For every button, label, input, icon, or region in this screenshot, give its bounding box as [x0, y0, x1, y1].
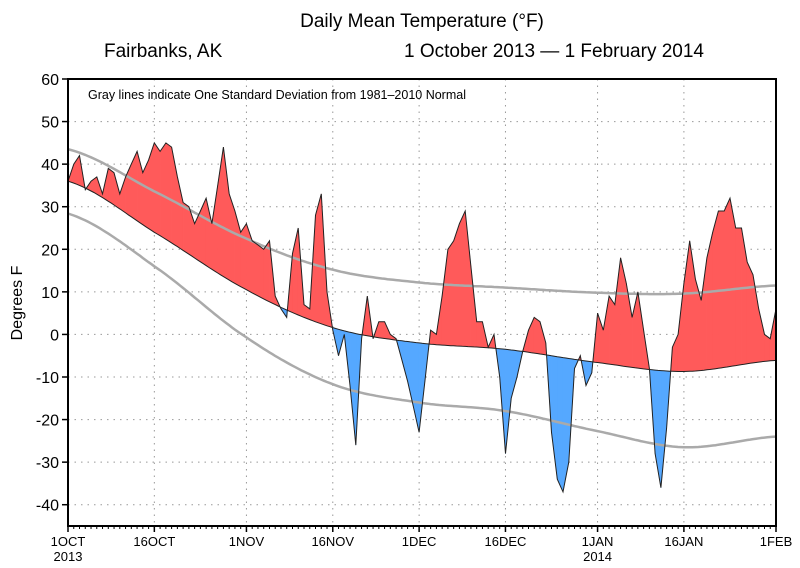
above-normal-area [620, 257, 627, 367]
above-normal-area [608, 295, 616, 366]
below-normal-area [660, 370, 667, 488]
above-normal-area [533, 316, 541, 355]
below-normal-area [551, 355, 558, 480]
x-tick-label: 1FEB [760, 534, 793, 549]
x-tick-label: 16DEC [485, 534, 527, 549]
above-normal-area [447, 239, 454, 347]
above-normal-area [240, 222, 247, 291]
y-tick-label: 20 [41, 242, 59, 259]
chart-subtitle-dates: 1 October 2013 — 1 February 2014 [404, 41, 704, 62]
chart-subtitle-location: Fairbanks, AK [104, 41, 223, 62]
above-normal-area [246, 223, 253, 294]
y-tick-label: -40 [36, 498, 59, 515]
below-normal-area [505, 349, 512, 454]
upper-std-line [67, 147, 777, 296]
above-normal-area [211, 185, 218, 274]
normal-line [67, 180, 777, 372]
chart-title: Daily Mean Temperature (°F) [300, 11, 544, 32]
above-normal-area [125, 164, 132, 218]
below-normal-area [585, 360, 593, 386]
above-normal-area [459, 210, 466, 347]
y-tick-label: -30 [36, 455, 59, 472]
below-normal-area [401, 340, 408, 382]
above-normal-area [154, 142, 161, 237]
y-tick-label: 50 [41, 115, 59, 132]
x-tick-label-year: 2013 [54, 549, 83, 564]
above-normal-area [614, 257, 621, 367]
plot-frame [67, 78, 777, 527]
below-normal-area [510, 349, 518, 399]
y-tick-label: 40 [41, 157, 59, 174]
above-normal-area [159, 142, 167, 240]
y-axis-label: Degrees F [9, 265, 26, 340]
above-normal-area [741, 227, 748, 365]
above-normal-area [165, 142, 172, 244]
above-normal-area [758, 308, 765, 363]
above-normal-area [378, 321, 385, 339]
above-normal-area [464, 210, 472, 347]
y-tick-label: 10 [41, 285, 59, 302]
above-normal-area [119, 176, 126, 214]
above-normal-area [441, 249, 449, 346]
y-tick-label: -20 [36, 413, 59, 430]
x-tick-label: 16NOV [311, 534, 354, 549]
observed-line [67, 141, 777, 494]
x-tick-label-year: 2014 [583, 549, 612, 564]
y-tick-label: 60 [41, 72, 59, 89]
lower-std-line [67, 212, 777, 449]
x-tick-label: 16JAN [664, 534, 703, 549]
below-normal-area [407, 341, 414, 407]
above-normal-area [700, 257, 708, 371]
above-normal-area [257, 244, 264, 300]
x-tick-label: 16OCT [133, 534, 175, 549]
above-normal-area [263, 239, 270, 303]
above-normal-area [637, 291, 644, 370]
y-tick-label: 0 [50, 327, 59, 344]
x-tick-label: 1JAN [582, 534, 614, 549]
below-normal-area [349, 331, 357, 446]
x-tick-label: 1DEC [402, 534, 437, 549]
above-normal-area [723, 198, 731, 368]
x-tick-label: 1OCT [51, 534, 86, 549]
above-normal-area [476, 321, 483, 348]
above-normal-area [251, 240, 259, 297]
std-annotation: Gray lines indicate One Standard Deviati… [88, 88, 466, 102]
x-tick-label: 1NOV [229, 534, 265, 549]
above-normal-area [194, 210, 201, 263]
above-normal-area [746, 261, 754, 365]
above-normal-area [603, 296, 610, 365]
y-tick-label: -10 [36, 370, 59, 387]
y-tick-label: 30 [41, 200, 59, 217]
above-normal-area [108, 167, 115, 206]
above-normal-area [735, 227, 742, 366]
above-normal-area [626, 283, 633, 368]
